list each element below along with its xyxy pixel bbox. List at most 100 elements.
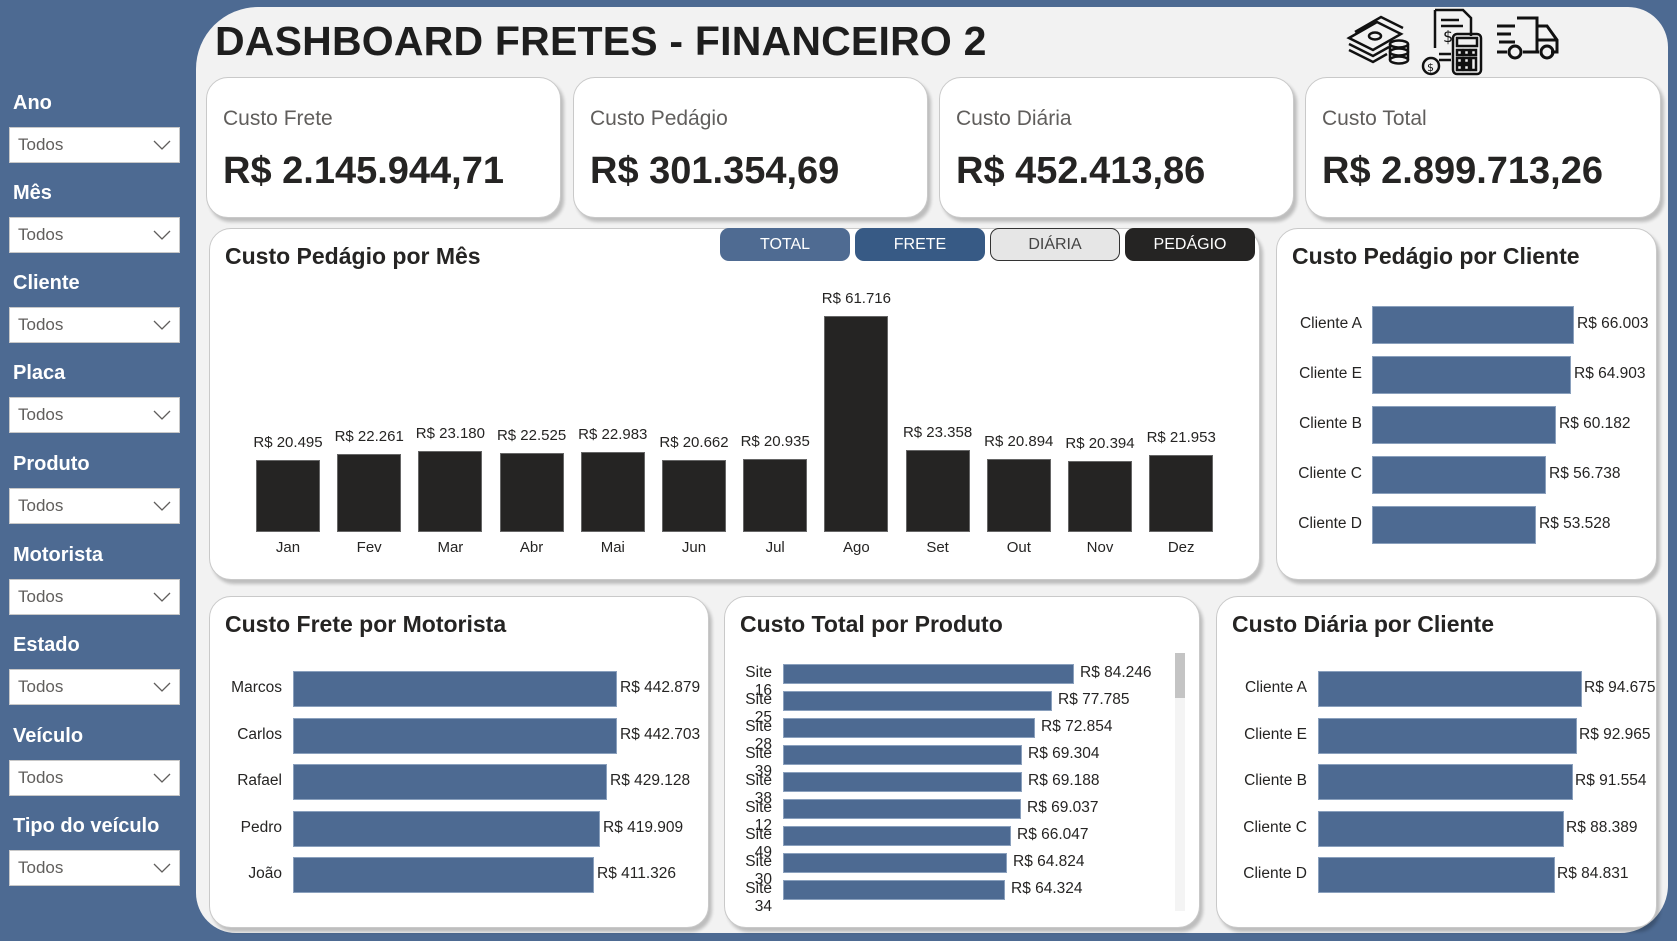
bar-jul[interactable] [743,459,808,532]
bar[interactable] [293,717,617,754]
category-label: Site 38 [745,772,772,807]
category-label: Cliente B [1244,772,1307,789]
bar-dez[interactable] [1149,455,1214,532]
filter-dropdown-mes[interactable]: Todos [9,217,180,253]
filter-label-tipo-do-veiculo: Tipo do veículo [13,815,160,837]
kpi-card-custo-pedagio: Custo Pedágio R$ 301.354,69 [573,77,928,218]
data-label: R$ 92.965 [1579,725,1651,743]
category-label: Cliente B [1299,415,1362,432]
bar[interactable] [783,718,1035,738]
bar-out[interactable] [986,459,1051,532]
bar[interactable] [783,772,1022,792]
bar[interactable] [293,764,607,800]
bar[interactable] [783,826,1011,846]
bar[interactable] [1372,456,1546,494]
dropdown-value: Todos [18,858,64,877]
dropdown-value: Todos [18,315,64,334]
bar[interactable] [293,857,594,893]
x-axis-label: Fev [356,539,382,556]
chart-panel-total-por-produto: Custo Total por Produto Site 16 R$ 84.246… [724,596,1200,928]
bar[interactable] [1372,506,1536,544]
filter-dropdown-motorista[interactable]: Todos [9,579,180,615]
data-label: R$ 64.324 [1011,880,1083,897]
category-label: Rafael [237,772,282,789]
x-axis-label: Jun [681,539,707,556]
data-label: R$ 411.326 [597,865,676,882]
svg-text:$: $ [1427,61,1434,74]
category-label: Cliente D [1243,865,1307,882]
bar[interactable] [1372,306,1574,344]
bar[interactable] [1318,810,1564,847]
bar[interactable] [783,799,1021,819]
chevron-down-icon [153,320,171,330]
x-axis-label: Mar [437,539,464,556]
data-label: R$ 442.879 [620,679,701,696]
produto-scrollbar-thumb[interactable] [1175,653,1185,698]
data-label: R$ 66.047 [1017,826,1089,843]
filter-dropdown-tipo-do-veiculo[interactable]: Todos [9,850,180,886]
category-label: Site 12 [745,799,772,834]
bar[interactable] [1372,356,1571,394]
chart-panel-frete-por-motorista: Custo Frete por Motorista Marcos R$ 442.8… [209,596,709,928]
bar[interactable] [1318,764,1573,800]
x-axis-label: Mai [600,539,625,556]
filter-sidebar: Ano Todos Mês Todos Cliente Todos Placa Todos Pr… [0,0,196,941]
data-label: R$ 91.554 [1575,772,1647,789]
filter-dropdown-veiculo[interactable]: Todos [9,760,180,796]
bar[interactable] [783,691,1052,711]
bar-jun[interactable] [662,460,726,532]
bar-jan[interactable] [256,460,320,532]
bar[interactable] [783,853,1007,873]
bar-abr[interactable] [499,453,564,532]
x-axis-label: Jan [275,539,301,556]
measure-toggle-group: TOTAL FRETE DIÁRIA PEDÁGIO [720,228,1255,261]
bar-set[interactable] [905,450,970,532]
produto-scrollbar[interactable] [1175,653,1185,911]
bar[interactable] [783,880,1005,900]
bar[interactable] [293,810,600,847]
bar-fev[interactable] [337,454,402,532]
bar[interactable] [1318,857,1555,893]
dropdown-value: Todos [18,587,64,606]
data-label: R$ 64.903 [1574,365,1646,382]
x-axis-label: Set [926,539,949,556]
header-icons: $ $ [1345,8,1561,76]
category-label: Cliente E [1244,725,1307,743]
bar-mai[interactable] [580,452,645,532]
data-label: R$ 419.909 [603,818,684,836]
kpi-card-custo-frete: Custo Frete R$ 2.145.944,71 [206,77,561,218]
toggle-diaria-button[interactable]: DIÁRIA [990,228,1120,261]
filter-label-cliente: Cliente [13,272,80,294]
dropdown-value: Todos [18,677,64,696]
data-label: R$ 84.246 [1080,664,1152,681]
data-label: R$ 64.824 [1013,853,1085,870]
toggle-pedagio-button[interactable]: PEDÁGIO [1125,228,1255,261]
data-label: R$ 20.894 [984,433,1054,450]
bar[interactable] [293,671,617,707]
svg-text:$: $ [1443,27,1453,46]
bar[interactable] [1318,717,1577,754]
toggle-frete-button[interactable]: FRETE [855,228,985,261]
filter-label-veiculo: Veículo [13,725,84,747]
delivery-truck-icon [1497,16,1559,60]
filter-dropdown-ano[interactable]: Todos [9,127,180,163]
chart-panel-pedagio-por-mes: Custo Pedágio por Mês R$ 20.495 Jan R$ 22.… [209,228,1260,580]
filter-dropdown-placa[interactable]: Todos [9,397,180,433]
filter-dropdown-estado[interactable]: Todos [9,669,180,705]
toggle-total-button[interactable]: TOTAL [720,228,850,261]
filter-dropdown-produto[interactable]: Todos [9,488,180,524]
bar[interactable] [1318,671,1582,707]
bar-nov[interactable] [1068,461,1132,532]
data-label: R$ 442.703 [620,725,701,743]
category-label: Cliente D [1298,515,1362,532]
dropdown-value: Todos [18,496,64,515]
bar[interactable] [783,745,1022,765]
bar-mar[interactable] [418,451,483,532]
bar[interactable] [1372,406,1556,444]
filter-label-ano: Ano [13,92,52,114]
data-label: R$ 23.180 [415,425,485,442]
filter-dropdown-cliente[interactable]: Todos [9,307,180,343]
data-label: R$ 66.003 [1577,315,1649,332]
bar[interactable] [783,664,1074,684]
bar-ago[interactable] [824,316,889,532]
